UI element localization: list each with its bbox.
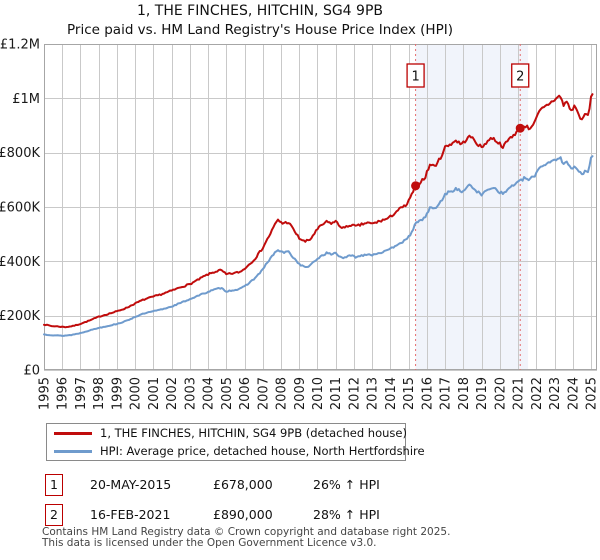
x-tick-label: 1996: [56, 377, 71, 410]
x-tick-label: 2006: [238, 377, 253, 410]
x-tick-label: 2024: [566, 377, 581, 410]
x-tick-label: 2016: [420, 377, 435, 410]
x-tick-label: 2017: [439, 377, 454, 410]
page-subtitle: Price paid vs. HM Land Registry's House …: [67, 22, 453, 38]
sale-hpi-delta: 26% ↑ HPI: [313, 477, 380, 492]
x-tick-label: 2021: [512, 377, 527, 410]
x-tick-label: 2020: [493, 377, 508, 410]
y-tick-label: £1.2M: [0, 38, 40, 53]
x-tick-label: 1999: [110, 377, 125, 410]
x-tick-label: 2019: [475, 377, 490, 410]
legend-label: HPI: Average price, detached house, Nort…: [100, 444, 425, 458]
transaction-row-1: 1 20-MAY-2015 £678,000 26% ↑ HPI: [45, 474, 585, 496]
sale-number-flag: [406, 63, 425, 88]
y-tick-label: £1M: [12, 92, 40, 107]
hpi-series-swatch: [54, 449, 92, 453]
chart-legend: 1, THE FINCHES, HITCHIN, SG4 9PB (detach…: [46, 423, 425, 461]
y-tick-label: £600K: [0, 201, 40, 216]
sale-marker-dot: [411, 181, 421, 191]
sale-date: 16-FEB-2021: [90, 507, 171, 522]
x-tick-label: 2008: [275, 377, 290, 410]
legend-item-hpi: HPI: Average price, detached house, Nort…: [47, 442, 425, 460]
x-tick-label: 2007: [256, 377, 271, 410]
x-tick-label: 2023: [548, 377, 563, 410]
x-tick-label: 2014: [384, 377, 399, 410]
price-series-swatch: [54, 431, 92, 435]
sale-date: 20-MAY-2015: [90, 477, 172, 492]
sale-number-badge: 2: [45, 504, 63, 526]
x-tick-label: 2011: [329, 377, 344, 410]
x-tick-label: 2012: [347, 377, 362, 410]
x-tick-label: 2025: [584, 377, 599, 410]
x-tick-label: 1995: [38, 377, 53, 410]
footer-line-2: This data is licensed under the Open Gov…: [42, 537, 377, 549]
y-tick-label: £400K: [0, 255, 40, 270]
legend-item-price-paid: 1, THE FINCHES, HITCHIN, SG4 9PB (detach…: [47, 424, 407, 442]
x-tick-label: 2018: [457, 377, 472, 410]
sale-marker-dot: [515, 123, 525, 133]
transaction-row-2: 2 16-FEB-2021 £890,000 28% ↑ HPI: [45, 504, 585, 526]
x-tick-label: 2010: [311, 377, 326, 410]
plot-border: [44, 44, 597, 370]
x-tick-label: 2022: [530, 377, 545, 410]
x-tick-label: 2005: [220, 377, 235, 410]
x-tick-label: 1997: [74, 377, 89, 410]
sale-hpi-delta: 28% ↑ HPI: [313, 507, 380, 522]
x-tick-label: 2009: [293, 377, 308, 410]
x-tick-label: 2003: [183, 377, 198, 410]
sale-price: £678,000: [213, 477, 273, 492]
page-title: 1, THE FINCHES, HITCHIN, SG4 9PB: [136, 3, 383, 19]
sale-number-flag: [511, 63, 530, 88]
legend-label: 1, THE FINCHES, HITCHIN, SG4 9PB (detach…: [100, 426, 407, 440]
x-tick-label: 2004: [202, 377, 217, 410]
x-tick-label: 2001: [147, 377, 162, 410]
x-tick-label: 2000: [129, 377, 144, 410]
x-tick-label: 2002: [165, 377, 180, 410]
price-paid-line: [43, 93, 594, 329]
footer-line-1: Contains HM Land Registry data © Crown c…: [42, 526, 451, 538]
x-tick-label: 2015: [402, 377, 417, 410]
y-tick-label: £0: [23, 364, 40, 379]
sale-number-badge: 1: [45, 474, 63, 496]
sale-number-flag-label: 2: [516, 70, 524, 85]
license-footer: Contains HM Land Registry data © Crown c…: [42, 527, 582, 549]
sale-price: £890,000: [213, 507, 273, 522]
x-tick-label: 2013: [366, 377, 381, 410]
x-tick-label: 1998: [92, 377, 107, 410]
y-tick-label: £800K: [0, 146, 40, 161]
y-tick-label: £200K: [0, 309, 40, 324]
chart-title-block: 1, THE FINCHES, HITCHIN, SG4 9PB Price p…: [0, 3, 520, 38]
sale-number-flag-label: 1: [411, 70, 419, 85]
hpi-line: [43, 155, 594, 337]
